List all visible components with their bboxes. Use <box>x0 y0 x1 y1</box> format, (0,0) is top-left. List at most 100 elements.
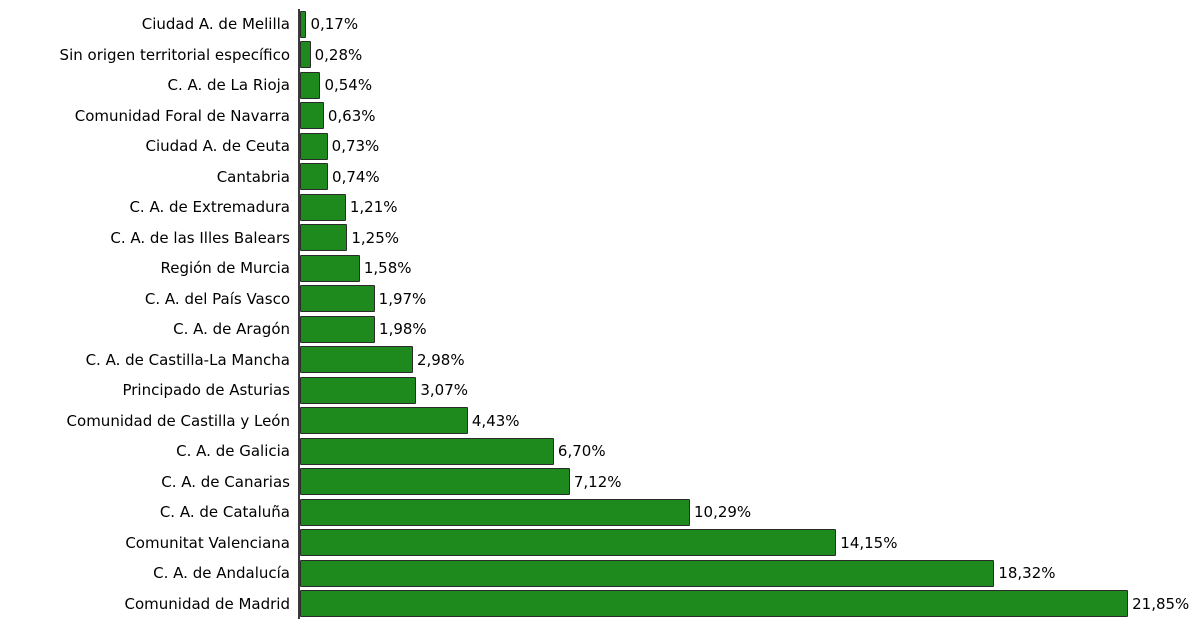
category-label: Cantabria <box>216 167 290 186</box>
chart-row: C. A. de Andalucía 18,32% <box>0 558 1200 589</box>
bar-area: 0,74% <box>298 161 1200 192</box>
bar <box>300 590 1129 618</box>
chart-row: Ciudad A. de Melilla 0,17% <box>0 9 1200 40</box>
category-label: Ciudad A. de Melilla <box>141 15 290 34</box>
bar <box>300 71 321 99</box>
category-label: Comunidad de Madrid <box>124 594 290 613</box>
category-label: Principado de Asturias <box>122 381 290 400</box>
bar-area: 21,85% <box>298 588 1200 619</box>
value-label: 18,32% <box>998 564 1056 583</box>
value-label: 1,58% <box>363 259 412 278</box>
chart-row: C. A. de La Rioja 0,54% <box>0 70 1200 101</box>
category-label: C. A. del País Vasco <box>144 289 290 308</box>
chart-row: Región de Murcia 1,58% <box>0 253 1200 284</box>
bar-area: 6,70% <box>298 436 1200 467</box>
chart-row: C. A. de Galicia 6,70% <box>0 436 1200 467</box>
category-label: Región de Murcia <box>160 259 290 278</box>
chart-rows: Ciudad A. de Melilla 0,17% Sin origen terr… <box>0 9 1200 619</box>
value-label: 4,43% <box>471 411 520 430</box>
bar-area: 7,12% <box>298 466 1200 497</box>
bar <box>300 376 417 404</box>
bar-area: 0,17% <box>298 9 1200 40</box>
bar <box>300 10 307 38</box>
chart-row: Comunidad de Madrid 21,85% <box>0 588 1200 619</box>
bar <box>300 102 324 130</box>
value-label: 14,15% <box>840 533 898 552</box>
category-label: Ciudad A. de Ceuta <box>145 137 291 156</box>
bar-area: 3,07% <box>298 375 1200 406</box>
bar <box>300 346 413 374</box>
bar <box>300 437 554 465</box>
value-label: 6,70% <box>557 442 606 461</box>
category-label: C. A. de Galicia <box>176 442 290 461</box>
category-label: C. A. de La Rioja <box>167 76 290 95</box>
category-label: C. A. de las Illes Balears <box>110 228 290 247</box>
value-label: 1,21% <box>349 198 398 217</box>
value-label: 0,54% <box>324 76 373 95</box>
value-label: 0,74% <box>332 167 380 186</box>
category-label: C. A. de Extremadura <box>129 198 290 217</box>
value-label: 1,25% <box>351 228 400 247</box>
chart-row: C. A. de las Illes Balears 1,25% <box>0 222 1200 253</box>
chart-row: Cantabria 0,74% <box>0 161 1200 192</box>
bar <box>300 163 329 191</box>
value-label: 1,97% <box>378 289 427 308</box>
bar <box>300 407 468 435</box>
category-label: Sin origen territorial específico <box>59 45 290 64</box>
bar <box>300 132 328 160</box>
category-label: C. A. de Castilla-La Mancha <box>85 350 290 369</box>
bar <box>300 254 360 282</box>
bar-area: 1,21% <box>298 192 1200 223</box>
bar-area: 4,43% <box>298 405 1200 436</box>
chart-row: Sin origen territorial específico 0,28% <box>0 39 1200 70</box>
value-label: 21,85% <box>1132 594 1190 613</box>
bar-area: 1,98% <box>298 314 1200 345</box>
value-label: 10,29% <box>693 503 752 522</box>
bar-area: 0,28% <box>298 39 1200 70</box>
chart-row: C. A. de Cataluña 10,29% <box>0 497 1200 528</box>
category-label: C. A. de Canarias <box>161 472 290 491</box>
bar <box>300 559 995 587</box>
value-label: 7,12% <box>573 472 622 491</box>
category-label: C. A. de Andalucía <box>153 564 290 583</box>
value-label: 2,98% <box>416 350 465 369</box>
category-label: C. A. de Cataluña <box>159 503 290 522</box>
value-label: 0,17% <box>310 15 359 34</box>
category-label: Comunitat Valenciana <box>125 533 290 552</box>
chart-row: Comunidad Foral de Navarra 0,63% <box>0 100 1200 131</box>
chart-row: Comunitat Valenciana 14,15% <box>0 527 1200 558</box>
bar-area: 10,29% <box>298 497 1200 528</box>
bar-area: 1,97% <box>298 283 1200 314</box>
chart-row: Comunidad de Castilla y León 4,43% <box>0 405 1200 436</box>
bar <box>300 41 311 69</box>
chart-row: Principado de Asturias 3,07% <box>0 375 1200 406</box>
bar-area: 0,63% <box>298 100 1200 131</box>
bar <box>300 193 346 221</box>
chart-row: C. A. de Castilla-La Mancha 2,98% <box>0 344 1200 375</box>
bar <box>300 315 376 343</box>
value-label: 3,07% <box>420 381 468 400</box>
category-label: Comunidad Foral de Navarra <box>74 106 290 125</box>
value-label: 0,63% <box>327 106 376 125</box>
chart-row: C. A. de Extremadura 1,21% <box>0 192 1200 223</box>
bar-area: 2,98% <box>298 344 1200 375</box>
value-label: 0,73% <box>331 137 380 156</box>
bar-area: 1,58% <box>298 253 1200 284</box>
bar-area: 18,32% <box>298 558 1200 589</box>
bar <box>300 529 837 557</box>
bar <box>300 285 375 313</box>
chart-row: C. A. del País Vasco 1,97% <box>0 283 1200 314</box>
value-label: 1,98% <box>379 320 427 339</box>
bar <box>300 224 348 252</box>
bar-area: 0,54% <box>298 70 1200 101</box>
bar-area: 0,73% <box>298 131 1200 162</box>
bar-area: 14,15% <box>298 527 1200 558</box>
chart-row: C. A. de Aragón 1,98% <box>0 314 1200 345</box>
bar <box>300 498 690 526</box>
bar-area: 1,25% <box>298 222 1200 253</box>
chart-row: Ciudad A. de Ceuta 0,73% <box>0 131 1200 162</box>
category-label: C. A. de Aragón <box>173 320 290 339</box>
value-label: 0,28% <box>314 45 363 64</box>
chart-row: C. A. de Canarias 7,12% <box>0 466 1200 497</box>
